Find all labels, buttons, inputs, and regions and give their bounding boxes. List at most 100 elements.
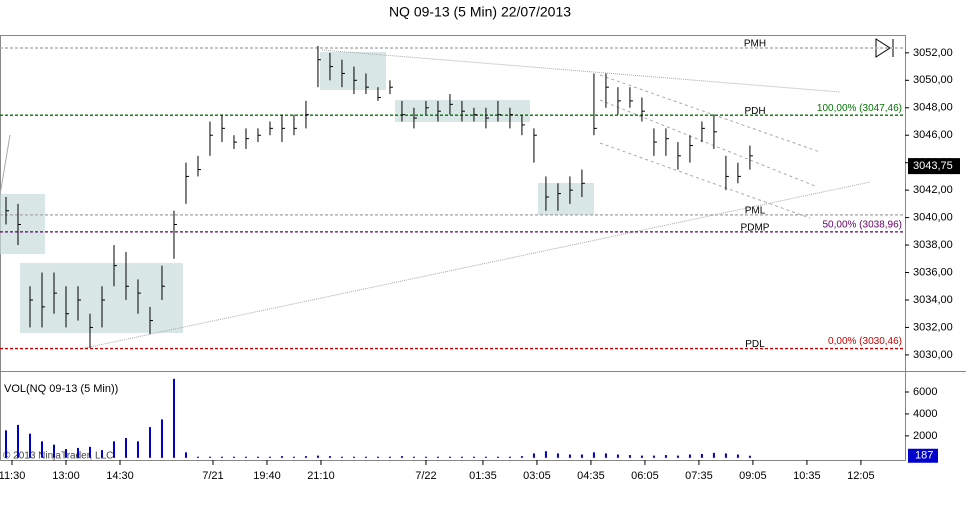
level-name: PDMP <box>741 223 770 234</box>
y-tick-label: 3036,00 <box>913 266 953 278</box>
volume-bar <box>664 455 667 458</box>
volume-bar <box>280 456 283 458</box>
volume-bar <box>748 455 751 458</box>
volume-bar <box>616 454 619 458</box>
volume-bar <box>568 454 571 458</box>
x-tick-label: 03:05 <box>523 470 551 482</box>
volume-bar <box>712 452 715 458</box>
zones <box>0 52 594 333</box>
x-tick-label: 7/21 <box>202 470 223 482</box>
last-volume-box <box>908 448 938 463</box>
volume-bar <box>340 456 343 458</box>
volume-bar <box>124 438 127 458</box>
level-label: 0,00% (3030,46) <box>828 336 902 347</box>
volume-bar <box>688 454 691 458</box>
zone <box>320 52 386 90</box>
x-tick-label: 10:35 <box>793 470 821 482</box>
volume-bar <box>436 456 439 458</box>
volume-bar <box>244 456 247 458</box>
x-tick-label: 12:05 <box>847 470 875 482</box>
plot-frame <box>0 35 906 461</box>
y-tick-label: 3040,00 <box>913 212 953 224</box>
x-tick-label: 01:35 <box>469 470 497 482</box>
zone <box>0 194 45 254</box>
volume-bar <box>160 419 163 458</box>
volume-bar <box>412 456 415 458</box>
level-name: PMH <box>744 39 766 50</box>
volume-bar <box>148 427 151 458</box>
level-name: PML <box>745 205 766 216</box>
volume-bar <box>580 454 583 458</box>
y-tick-label: 3030,00 <box>913 349 953 361</box>
volume-bar <box>640 455 643 458</box>
y-tick-label: 3046,00 <box>913 129 953 141</box>
x-tick-label: 14:30 <box>106 470 134 482</box>
last-price-box <box>908 158 960 175</box>
volume-bar <box>496 456 499 458</box>
volume-bar <box>184 452 187 458</box>
volume-bar <box>364 456 367 458</box>
volume-bar <box>736 454 739 458</box>
trendline <box>321 49 841 93</box>
volume-bar <box>532 453 535 458</box>
y-tick-label: 6000 <box>913 386 937 398</box>
y-tick-label: 4000 <box>913 408 937 420</box>
volume-bar <box>460 456 463 458</box>
volume-bar <box>388 456 391 458</box>
y-tick-label: 3050,00 <box>913 74 953 86</box>
volume-bar <box>556 453 559 458</box>
y-tick-label: 3048,00 <box>913 102 953 114</box>
trendline <box>0 134 11 196</box>
level-label: 50,00% (3038,96) <box>822 220 902 231</box>
volume-bar <box>196 456 199 458</box>
volume-bar <box>292 456 295 458</box>
x-tick-label: 07:35 <box>685 470 713 482</box>
volume-bar <box>172 378 175 458</box>
y-tick-label: 3032,00 <box>913 321 953 333</box>
volume-bar <box>544 451 547 458</box>
y-tick-label: 3042,00 <box>913 184 953 196</box>
y-tick-label: 3052,00 <box>913 47 953 59</box>
volume-bar <box>328 456 331 458</box>
volume-bar <box>520 456 523 458</box>
volume-bar <box>592 452 595 458</box>
volume-bar <box>400 456 403 458</box>
volume-bar <box>676 455 679 458</box>
volume-bar <box>628 455 631 458</box>
volume-bar <box>472 456 475 458</box>
volume-bar <box>64 449 67 458</box>
volume-title: VOL(NQ 09-13 (5 Min)) <box>4 383 118 395</box>
trendline <box>84 181 871 349</box>
volume-bar <box>136 441 139 458</box>
volume-bar <box>304 456 307 458</box>
x-tick-label: 7/22 <box>415 470 436 482</box>
y-tick-label: 2000 <box>913 430 937 442</box>
chart-title: NQ 09-13 (5 Min) 22/07/2013 <box>389 4 571 20</box>
volume-bar <box>484 456 487 458</box>
level-label: 100,00% (3047,46) <box>817 103 902 114</box>
x-tick-label: 09:05 <box>739 470 767 482</box>
volume-bar <box>16 424 19 458</box>
volume-bar <box>52 444 55 458</box>
volume-bar <box>316 455 319 458</box>
x-tick-label: 13:00 <box>52 470 80 482</box>
zone <box>538 183 594 215</box>
volume-bar <box>232 456 235 458</box>
last-price-label: 3043,75 <box>913 160 953 172</box>
volume-bar <box>724 453 727 458</box>
x-tick-label: 19:40 <box>253 470 281 482</box>
volume-bar <box>448 456 451 458</box>
volume-bar <box>28 433 31 458</box>
trendline <box>599 99 816 187</box>
volume-bar <box>268 456 271 458</box>
copyright: © 2013 NinjaTrader, LLC <box>3 451 113 462</box>
volume-bar <box>424 456 427 458</box>
level-name: PDH <box>744 106 765 117</box>
volume-bar <box>352 456 355 458</box>
volume-bar <box>112 441 115 458</box>
volume-bar <box>208 456 211 458</box>
y-tick-label: 3038,00 <box>913 239 953 251</box>
last-volume-label: 187 <box>915 450 933 462</box>
volume-bar <box>376 456 379 458</box>
x-tick-label: 11:30 <box>0 470 25 482</box>
